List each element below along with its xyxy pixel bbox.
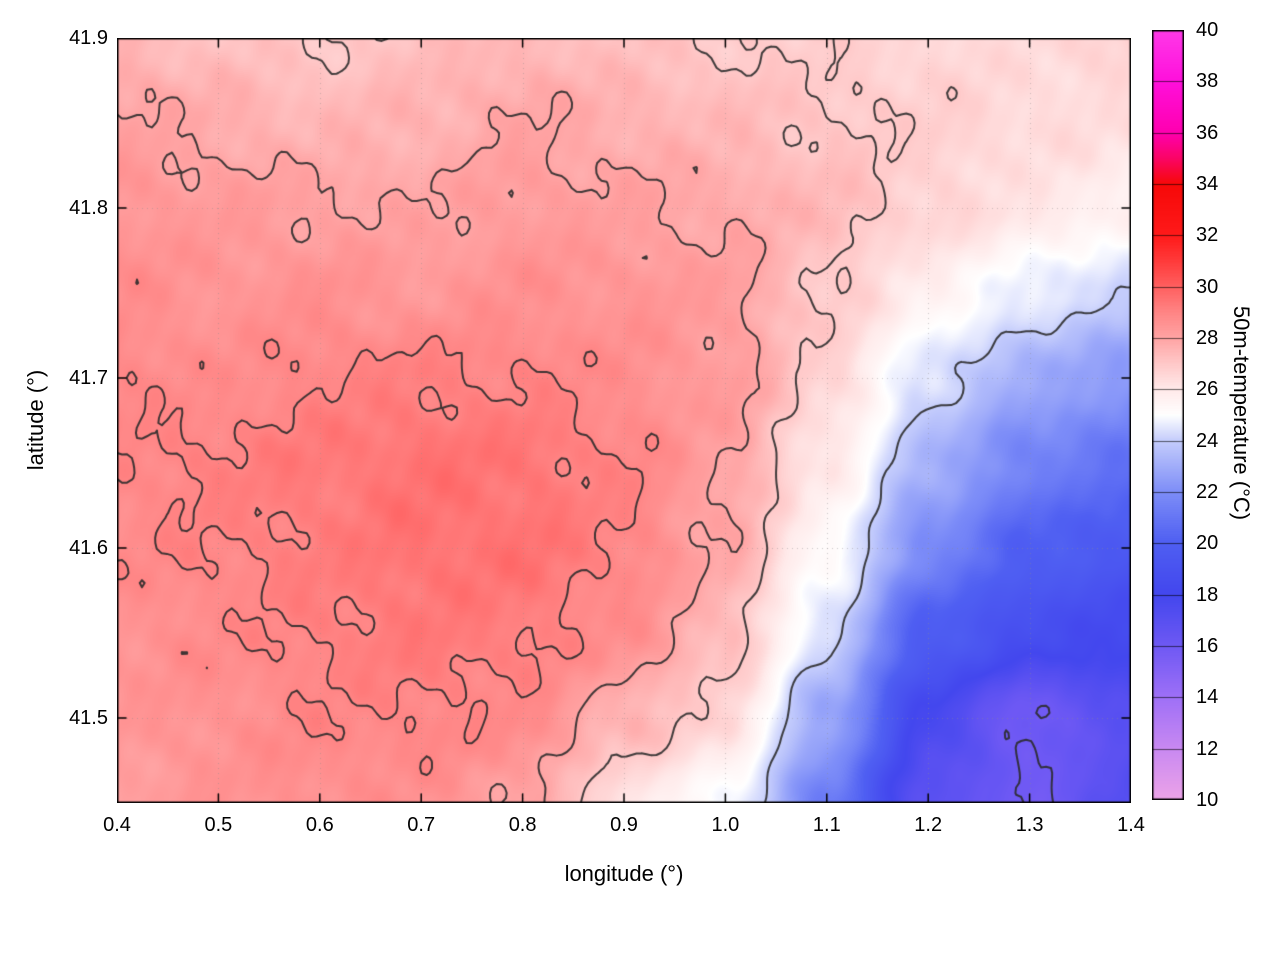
colorbar-tick-label: 20 [1196,532,1219,555]
colorbar-tick-label: 32 [1196,224,1219,247]
x-tick-label: 1.2 [914,814,943,836]
colorbar-tick-label: 12 [1196,737,1219,760]
colorbar-tick-label: 22 [1196,481,1219,503]
colorbar-gradient [1152,30,1184,800]
y-tick-label: 41.5 [69,707,108,729]
heatmap-plot-canvas [117,38,1131,803]
colorbar-tick-label: 14 [1196,686,1219,709]
y-tick-label: 41.8 [69,197,108,219]
y-tick-label: 41.7 [69,367,108,389]
y-tick-label: 41.6 [69,537,108,559]
colorbar-tick-label: 10 [1196,789,1219,811]
colorbar-title: 50m-temperature (°C) [1229,305,1254,521]
colorbar-tick-label: 18 [1196,583,1219,606]
x-tick-label: 0.9 [610,814,638,836]
colorbar-tick-label: 34 [1196,173,1219,195]
colorbar-tick-label: 26 [1196,378,1219,401]
colorbar-tick-label: 36 [1196,121,1219,144]
colorbar-tick-label: 24 [1196,429,1219,452]
x-tick-label: 0.6 [305,814,334,836]
colorbar-tick-label: 38 [1196,70,1219,93]
colorbar-tick-label: 28 [1196,327,1219,349]
x-tick-label: 1.4 [1117,814,1145,836]
y-tick-label: 41.9 [69,27,108,49]
colorbar-tick-label: 30 [1196,275,1219,298]
colorbar-tick-label: 40 [1196,19,1219,41]
x-tick-label: 1.3 [1015,814,1044,836]
x-tick-label: 1.1 [812,814,841,836]
colorbar-tick-label: 16 [1196,635,1219,657]
x-axis-title: longitude (°) [564,861,684,886]
y-axis-title: latitude (°) [23,369,48,471]
x-tick-label: 1.0 [711,814,740,836]
x-tick-label: 0.8 [508,814,537,836]
x-tick-label: 0.7 [407,814,436,836]
x-tick-label: 0.4 [103,814,131,836]
x-tick-label: 0.5 [204,814,233,836]
